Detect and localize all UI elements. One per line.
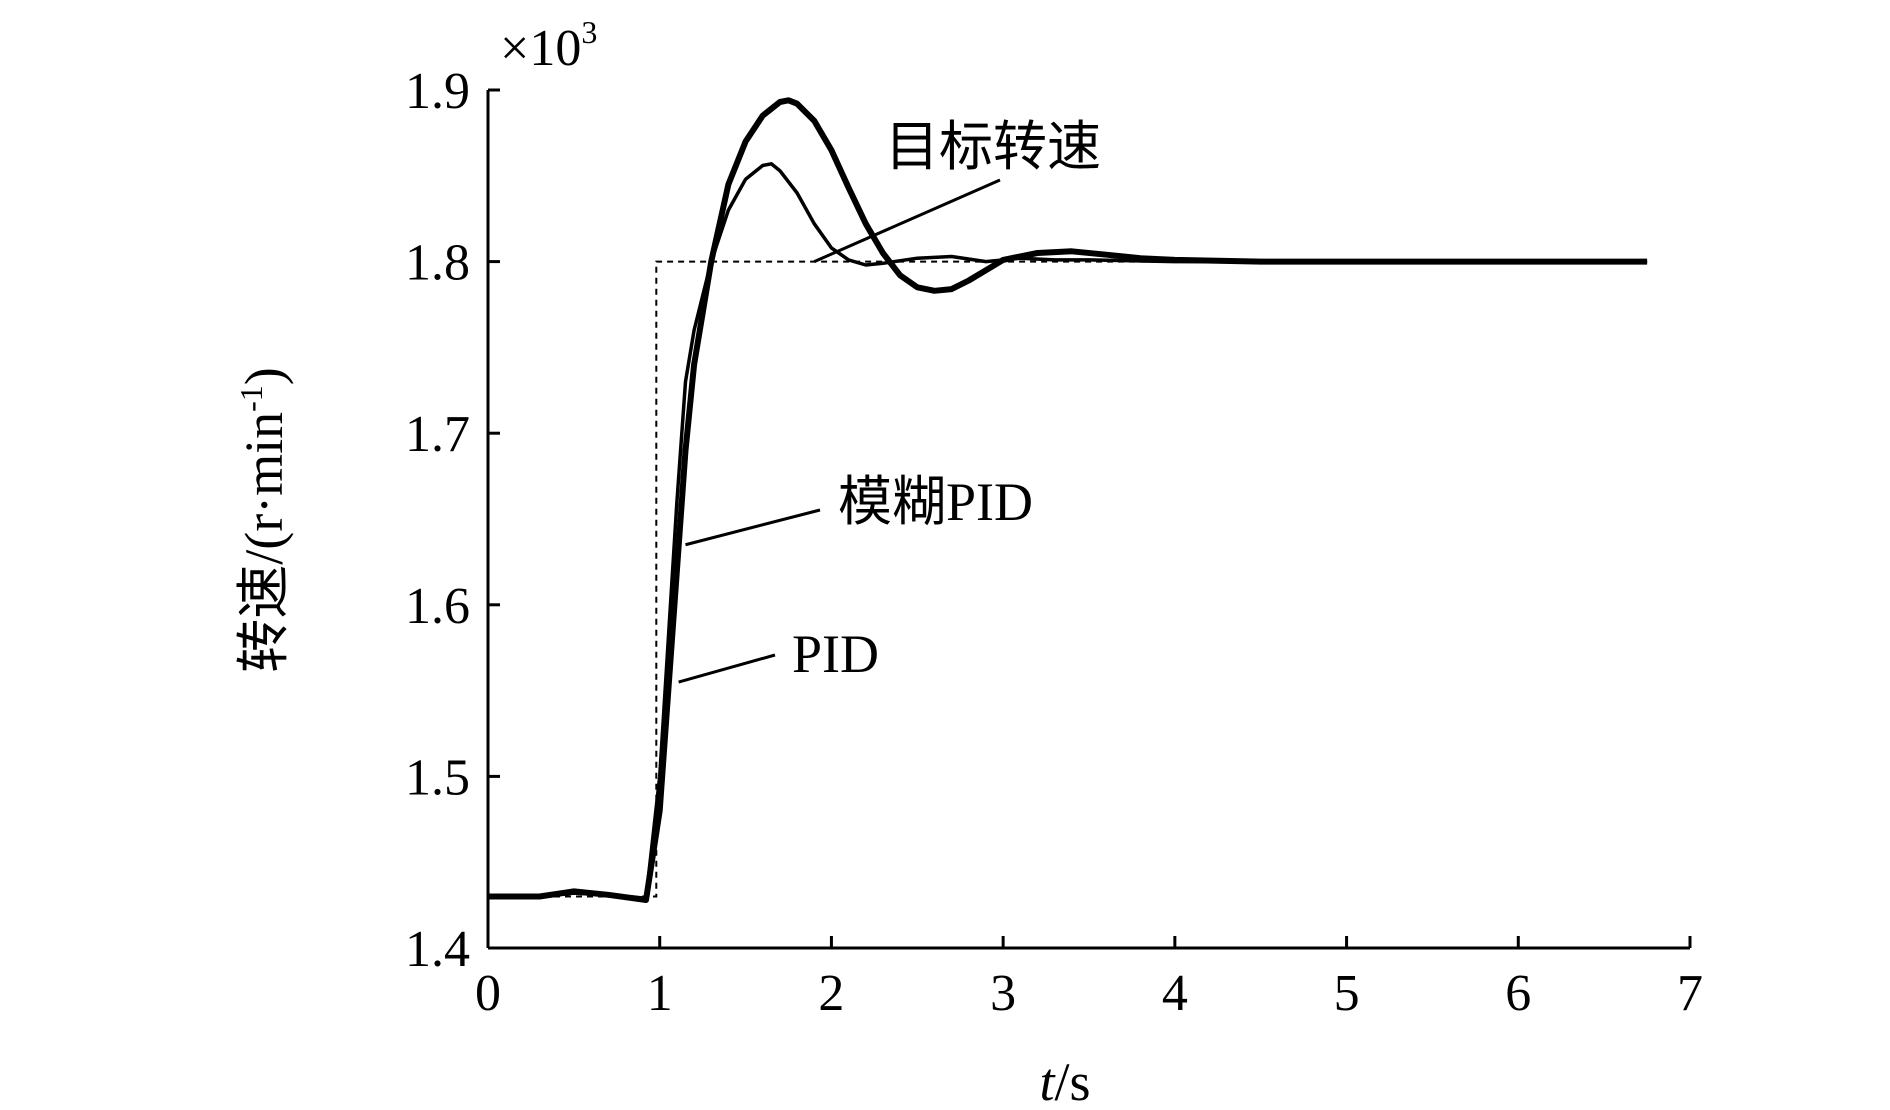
y-axis-label: 转速/(r·min-1) — [233, 367, 294, 673]
annotation-leader — [813, 178, 1001, 263]
x-tick-label: 7 — [1677, 965, 1703, 1022]
x-tick-label: 2 — [818, 965, 844, 1022]
y-tick-label: 1.7 — [405, 406, 470, 463]
y-tick-label: 1.4 — [405, 921, 470, 978]
y-tick-label: 1.6 — [405, 578, 470, 635]
x-tick-label: 5 — [1334, 965, 1360, 1022]
annotation-label: 目标转速 — [885, 117, 1101, 177]
y-tick-label: 1.5 — [405, 749, 470, 806]
annotation: PID — [678, 624, 879, 684]
y-tick-label: 1.8 — [405, 235, 470, 292]
annotation-leader — [685, 508, 821, 547]
x-tick-label: 3 — [990, 965, 1016, 1022]
x-tick-label: 4 — [1162, 965, 1188, 1022]
annotation-leader — [678, 653, 776, 684]
annotation-label: 模糊PID — [838, 472, 1033, 532]
series-lines — [488, 97, 1648, 903]
pid-line — [488, 97, 1648, 903]
ticks: 0 1 2 3 4 5 6 7 1.4 1.5 1.6 1.7 1.8 1.9 — [405, 63, 1703, 1022]
annotation: 目标转速 — [813, 117, 1101, 263]
x-tick-label: 0 — [475, 965, 501, 1022]
axes — [486, 90, 1690, 950]
annotation: 模糊PID — [685, 472, 1033, 547]
annotation-label: PID — [792, 624, 879, 684]
y-tick-label: 1.9 — [405, 63, 470, 120]
x-axis-label: t/s — [1039, 1052, 1090, 1110]
x-tick-label: 6 — [1505, 965, 1531, 1022]
y-multiplier: ×103 — [500, 14, 597, 77]
x-tick-label: 1 — [647, 965, 673, 1022]
